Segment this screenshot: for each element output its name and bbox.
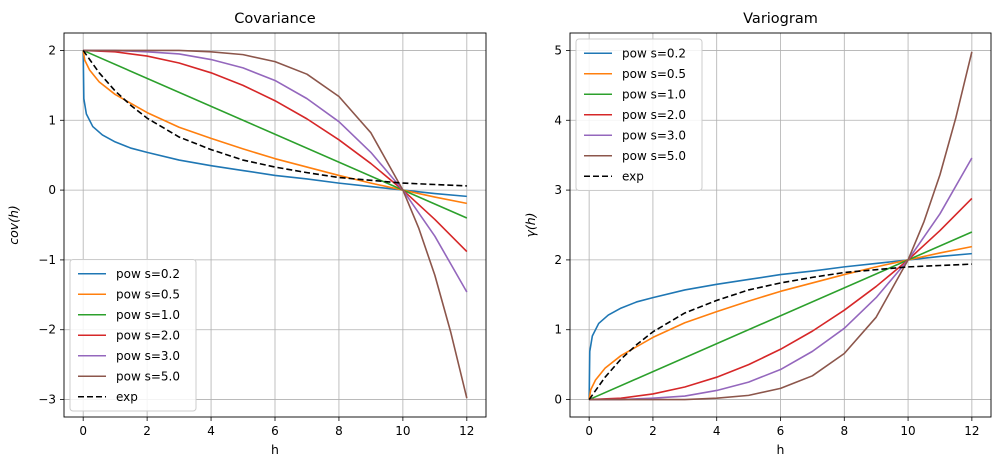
legend-label: pow s=0.5 xyxy=(116,287,180,301)
y-tick-label: −3 xyxy=(38,393,56,407)
x-tick-label: 2 xyxy=(649,424,657,438)
y-tick-label: 0 xyxy=(554,393,562,407)
legend-box xyxy=(69,259,197,412)
axes-frame xyxy=(63,32,487,418)
legend-box xyxy=(575,38,703,191)
y-axis-label: γ(h) xyxy=(523,212,538,237)
x-axis-label: h xyxy=(271,442,279,457)
y-tick-label: 1 xyxy=(48,113,56,127)
x-tick-label: 0 xyxy=(585,424,593,438)
legend: pow s=0.2 pow s=0.5 pow s=1.0 pow s=2.0 pow … xyxy=(69,259,197,412)
x-tick-label: 8 xyxy=(335,424,343,438)
y-tick-label: 1 xyxy=(554,323,562,337)
legend-label: pow s=2.0 xyxy=(116,328,180,342)
x-tick-label: 2 xyxy=(143,424,151,438)
legend-label: pow s=0.2 xyxy=(622,46,686,60)
x-tick-label: 12 xyxy=(964,424,979,438)
legend-label: pow s=1.0 xyxy=(116,308,180,322)
legend-label: pow s=2.0 xyxy=(622,108,686,122)
series-line-exp xyxy=(588,263,972,401)
y-tick-label: 3 xyxy=(554,183,562,197)
legend-label: pow s=0.5 xyxy=(622,67,686,81)
series-line-exp xyxy=(82,49,467,187)
y-tick-label: 4 xyxy=(554,113,562,127)
y-tick-label: −1 xyxy=(38,253,56,267)
y-tick-label: 2 xyxy=(554,253,562,267)
legend-label: exp xyxy=(116,390,138,404)
x-tick-label: 8 xyxy=(840,424,848,438)
chart-title: Covariance xyxy=(234,11,316,27)
series-line-pow-s-0-5 xyxy=(82,50,467,205)
y-axis-label: cov(h) xyxy=(6,205,21,245)
axes-frame xyxy=(569,32,992,418)
legend-label: pow s=1.0 xyxy=(622,87,686,101)
legend-label: pow s=3.0 xyxy=(116,349,180,363)
legend-label: pow s=5.0 xyxy=(622,149,686,163)
legend-label: pow s=5.0 xyxy=(116,369,180,383)
series-line-pow-s-0-2 xyxy=(82,50,467,198)
chart-title: Variogram xyxy=(743,11,818,27)
y-tick-label: 0 xyxy=(48,183,56,197)
x-tick-label: 4 xyxy=(713,424,721,438)
y-tick-label: 2 xyxy=(48,43,56,57)
x-tick-label: 10 xyxy=(395,424,410,438)
x-tick-label: 6 xyxy=(271,424,279,438)
y-tick-label: 5 xyxy=(554,43,562,57)
series-line-pow-s-5-0 xyxy=(589,51,973,401)
x-tick-label: 0 xyxy=(79,424,87,438)
y-tick-label: −2 xyxy=(38,323,56,337)
series-line-pow-s-0-5 xyxy=(588,245,973,400)
legend-label: pow s=0.2 xyxy=(116,267,180,281)
series-line-pow-s-5-0 xyxy=(83,49,468,399)
x-axis-label: h xyxy=(777,442,785,457)
legend-label: exp xyxy=(622,169,644,183)
x-tick-label: 10 xyxy=(900,424,915,438)
x-tick-label: 6 xyxy=(777,424,785,438)
legend: pow s=0.2 pow s=0.5 pow s=1.0 pow s=2.0 pow … xyxy=(575,38,703,191)
series-line-pow-s-0-2 xyxy=(588,252,972,400)
x-tick-label: 4 xyxy=(207,424,215,438)
legend-label: pow s=3.0 xyxy=(622,128,686,142)
x-tick-label: 12 xyxy=(459,424,474,438)
